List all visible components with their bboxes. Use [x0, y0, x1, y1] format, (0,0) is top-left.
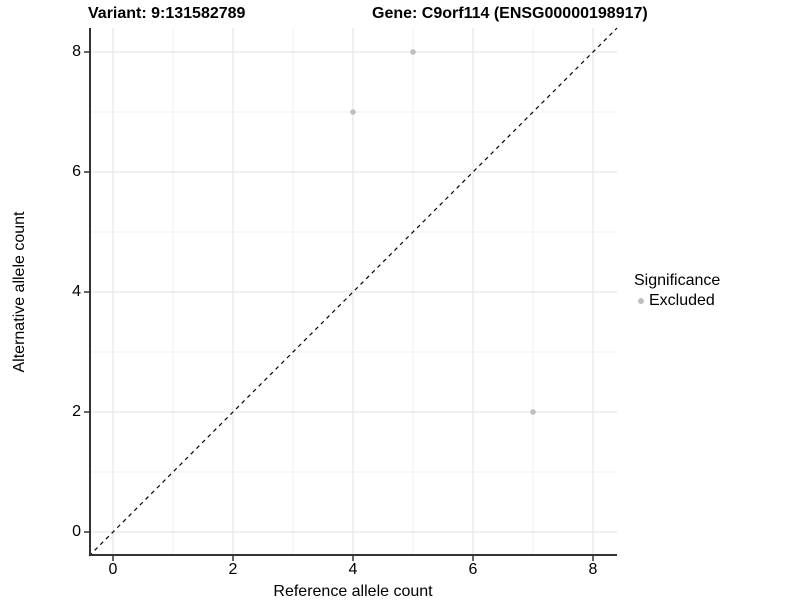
- x-axis-title: Reference allele count: [273, 583, 433, 600]
- y-axis-title: Alternative allele count: [11, 211, 28, 373]
- figure-title-variant: Variant: 9:131582789: [88, 5, 246, 22]
- y-tick-label: 8: [72, 43, 81, 60]
- x-tick-label: 2: [228, 561, 238, 578]
- x-tick-label: 4: [348, 561, 358, 578]
- x-tick-label: 8: [588, 561, 598, 578]
- data-point: [530, 409, 536, 415]
- data-point: [350, 109, 356, 115]
- legend-item-excluded: Excluded: [634, 293, 720, 309]
- legend-title: Significance: [634, 272, 721, 289]
- data-point: [410, 49, 416, 55]
- y-tick-label: 0: [72, 523, 81, 540]
- legend: Significance Excluded: [634, 272, 720, 309]
- y-tick-label: 4: [72, 283, 81, 300]
- x-tick-label: 0: [108, 561, 118, 578]
- legend-item-label: Excluded: [649, 292, 715, 309]
- y-tick-label: 2: [72, 403, 81, 420]
- y-tick-label: 6: [72, 163, 81, 180]
- x-tick-label: 6: [468, 561, 478, 578]
- excluded-point-icon: [638, 298, 644, 304]
- figure-title-gene: Gene: C9orf114 (ENSG00000198917): [372, 5, 648, 22]
- plot-panel: [84, 27, 618, 561]
